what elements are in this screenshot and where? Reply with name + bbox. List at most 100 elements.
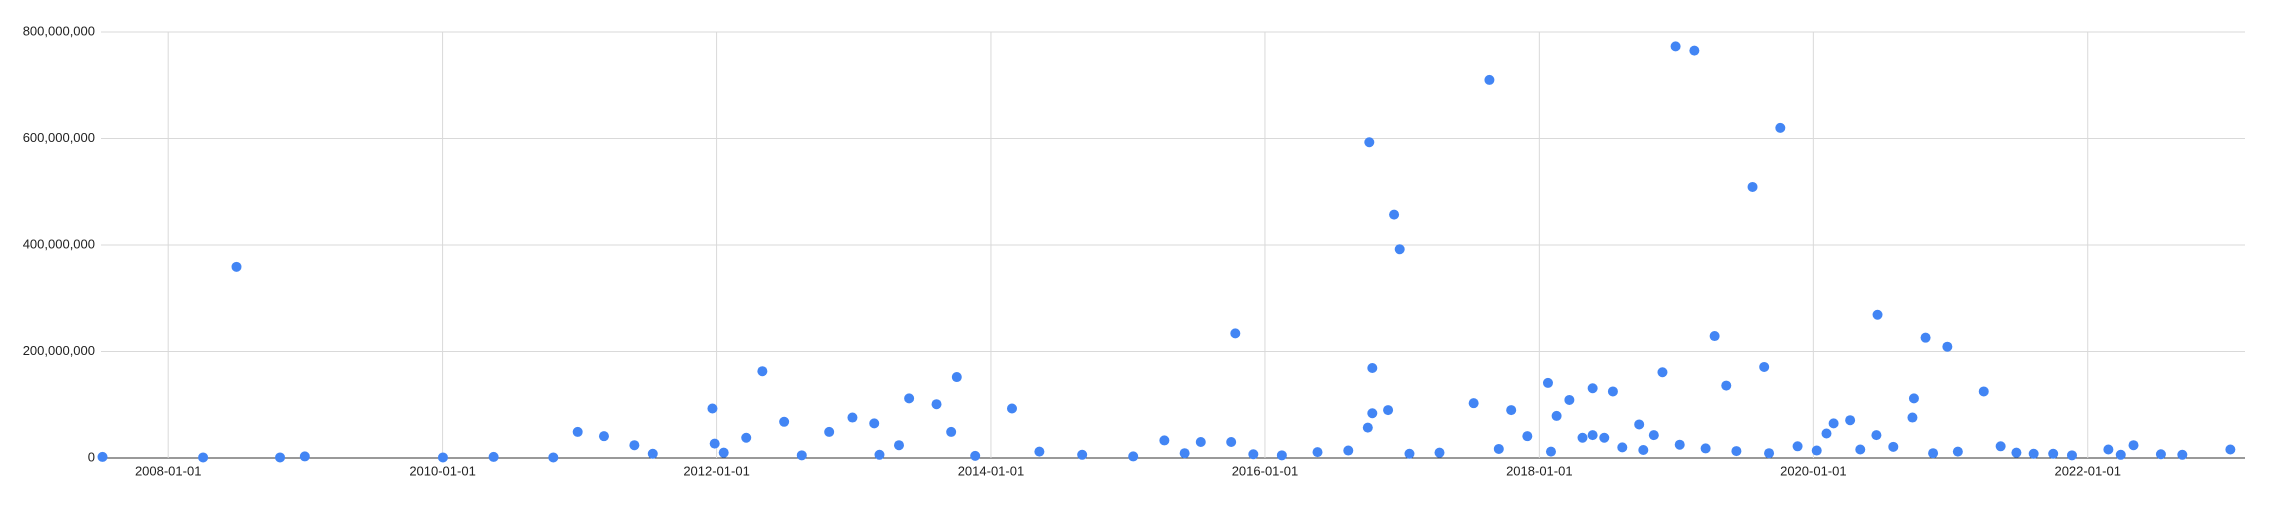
x-tick-label: 2008-01-01 [135, 463, 202, 478]
point [1179, 448, 1190, 459]
x-tick-label: 2022-01-01 [2054, 463, 2121, 478]
point [2115, 449, 2126, 460]
y-tick-label: 0 [88, 449, 95, 464]
point [2225, 444, 2236, 455]
point [572, 426, 583, 437]
point [1587, 383, 1598, 394]
point [299, 451, 310, 462]
point [1468, 398, 1479, 409]
point [874, 449, 885, 460]
point [1394, 244, 1405, 255]
point [1978, 386, 1989, 397]
point [1700, 443, 1711, 454]
point [629, 440, 640, 451]
point [1545, 446, 1556, 457]
point [1995, 441, 2006, 452]
point [1383, 405, 1394, 416]
point [1364, 137, 1375, 148]
point [2155, 449, 2166, 460]
x-tick-label: 2020-01-01 [1780, 463, 1847, 478]
point [931, 399, 942, 410]
point [1709, 331, 1720, 342]
point [1226, 437, 1237, 448]
x-tick-label: 2014-01-01 [958, 463, 1025, 478]
point [824, 426, 835, 437]
point [1638, 445, 1649, 456]
point [1811, 445, 1822, 456]
point [1493, 443, 1504, 454]
point [707, 403, 718, 414]
y-tick-label: 400,000,000 [23, 236, 95, 251]
point [1230, 328, 1241, 339]
point [1670, 41, 1681, 52]
point [1006, 403, 1017, 414]
point [2103, 444, 2114, 455]
point [741, 432, 752, 443]
point [1731, 446, 1742, 457]
point [1577, 432, 1588, 443]
point [1551, 410, 1562, 421]
point [1721, 380, 1732, 391]
x-tick-label: 2012-01-01 [683, 463, 750, 478]
point [1128, 451, 1139, 462]
point [1617, 442, 1628, 453]
point [1607, 386, 1618, 397]
point [1871, 430, 1882, 441]
point [1159, 435, 1170, 446]
point [1942, 341, 1953, 352]
point [1821, 428, 1832, 439]
point [198, 452, 209, 463]
point [709, 438, 720, 449]
point [2048, 448, 2059, 459]
point [2028, 448, 2039, 459]
point [951, 372, 962, 383]
point [1828, 418, 1839, 429]
x-tick-label: 2010-01-01 [409, 463, 476, 478]
point [1506, 405, 1517, 416]
point [231, 261, 242, 272]
point [1276, 450, 1287, 461]
point [1389, 209, 1400, 220]
point [1872, 309, 1883, 320]
point [1928, 448, 1939, 459]
point [796, 450, 807, 461]
point [1404, 448, 1415, 459]
point [598, 431, 609, 442]
point [1764, 448, 1775, 459]
point [1195, 437, 1206, 448]
point [1845, 415, 1856, 426]
point [718, 447, 729, 458]
point [2066, 450, 2077, 461]
point [779, 416, 790, 427]
x-tick-label: 2018-01-01 [1506, 463, 1573, 478]
point [1952, 446, 1963, 457]
point [2011, 447, 2022, 458]
point [946, 426, 957, 437]
point [2128, 440, 2139, 451]
point [548, 452, 559, 463]
y-tick-label: 600,000,000 [23, 130, 95, 145]
point [1362, 422, 1373, 433]
point [1888, 441, 1899, 452]
point [1034, 446, 1045, 457]
point [488, 451, 499, 462]
point [757, 366, 768, 377]
point [893, 440, 904, 451]
y-tick-label: 200,000,000 [23, 343, 95, 358]
point [1564, 394, 1575, 405]
point [647, 448, 658, 459]
point [1542, 377, 1553, 388]
point [1077, 449, 1088, 460]
point [97, 451, 108, 462]
point [2177, 449, 2188, 460]
point [1648, 430, 1659, 441]
point [275, 452, 286, 463]
point [1759, 361, 1770, 372]
point [1792, 441, 1803, 452]
point [437, 452, 448, 463]
point [1855, 444, 1866, 455]
point [1908, 393, 1919, 404]
point [869, 418, 880, 429]
